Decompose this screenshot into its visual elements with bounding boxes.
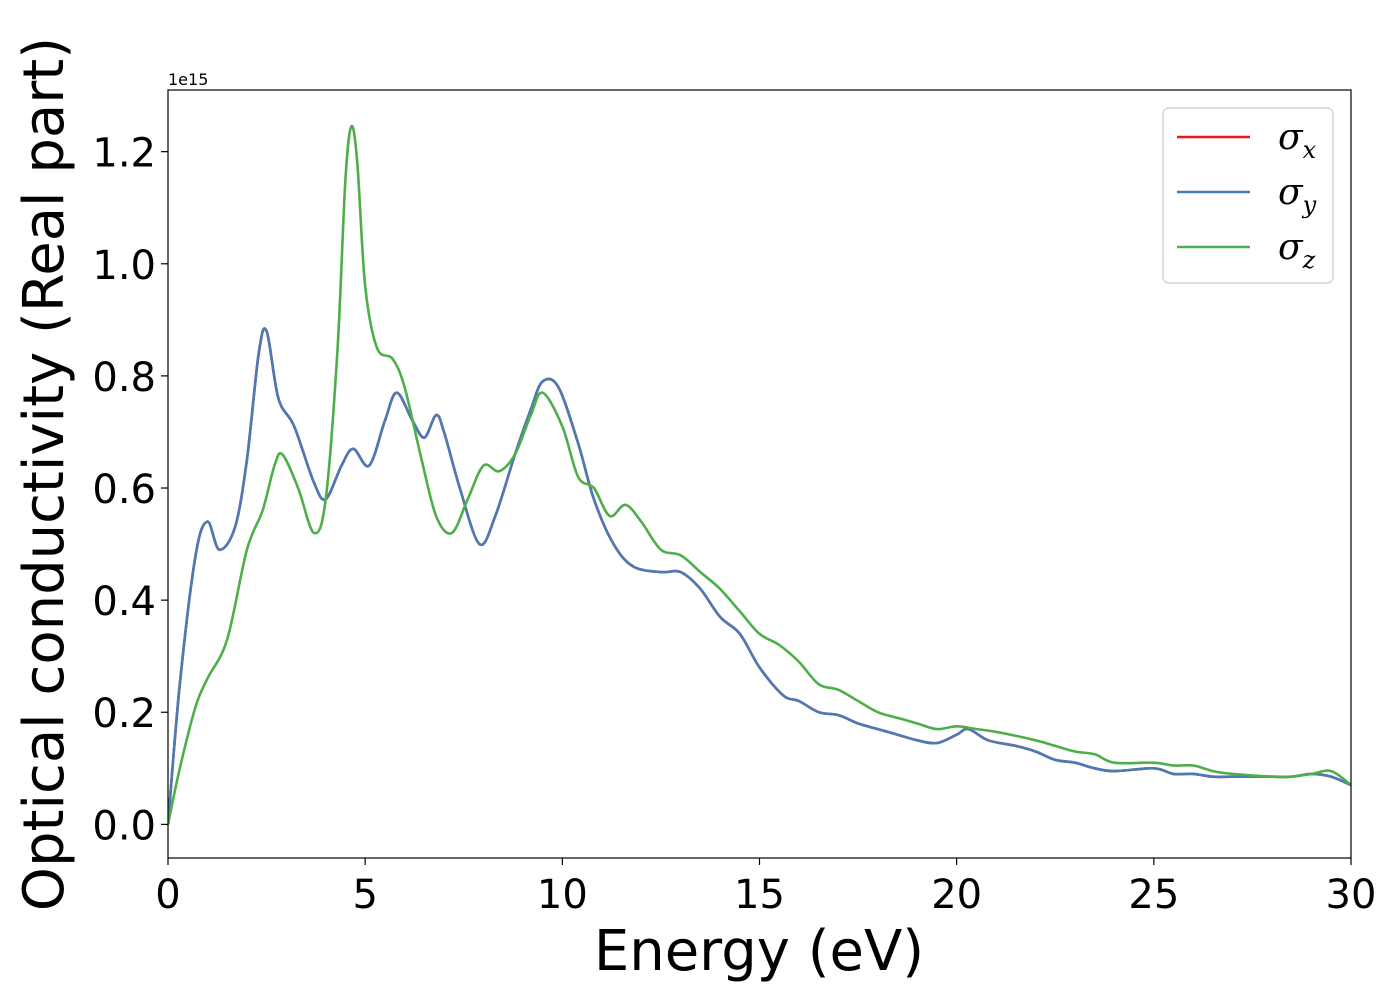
series-layer xyxy=(168,124,1351,825)
series-line-z xyxy=(168,124,1351,825)
x-tick-label: 0 xyxy=(155,872,180,918)
legend-subscript: y xyxy=(1302,191,1317,219)
x-tick-label: 5 xyxy=(352,872,377,918)
y-axis-ticks: 0.0 0.2 0.4 0.6 0.8 1.0 1.2 xyxy=(92,131,168,849)
y-tick-label: 0.4 xyxy=(92,579,156,625)
x-tick-label: 15 xyxy=(734,872,785,918)
legend-subscript: z xyxy=(1302,246,1316,274)
legend-label-z: σz xyxy=(1278,227,1316,274)
legend-label-y: σy xyxy=(1278,172,1317,219)
y-tick-label: 0.6 xyxy=(92,467,156,513)
x-tick-label: 30 xyxy=(1326,872,1377,918)
y-tick-label: 1.2 xyxy=(92,131,156,177)
y-tick-label: 0.0 xyxy=(92,803,156,849)
series-line-y xyxy=(168,327,1351,825)
x-tick-label: 25 xyxy=(1128,872,1179,918)
x-axis-label: Energy (eV) xyxy=(594,919,924,984)
legend-subscript: x xyxy=(1303,136,1317,164)
legend-label-x: σx xyxy=(1278,117,1317,164)
legend-symbol: σ xyxy=(1278,172,1304,213)
y-tick-label: 1.0 xyxy=(92,243,156,289)
legend-symbol: σ xyxy=(1278,117,1304,158)
legend-box xyxy=(1162,107,1334,284)
y-tick-label: 0.8 xyxy=(92,355,156,401)
y-axis-label: Optical conductivity (Real part) xyxy=(12,37,77,911)
series-line-x xyxy=(168,327,1351,825)
x-tick-label: 20 xyxy=(931,872,982,918)
y-multiplier-label: 1e15 xyxy=(168,70,208,89)
x-tick-label: 10 xyxy=(537,872,588,918)
y-tick-label: 0.2 xyxy=(92,691,156,737)
legend-symbol: σ xyxy=(1278,227,1304,268)
x-axis-ticks: 0 5 10 15 20 25 30 xyxy=(155,858,1376,918)
plot-frame xyxy=(167,89,1352,859)
